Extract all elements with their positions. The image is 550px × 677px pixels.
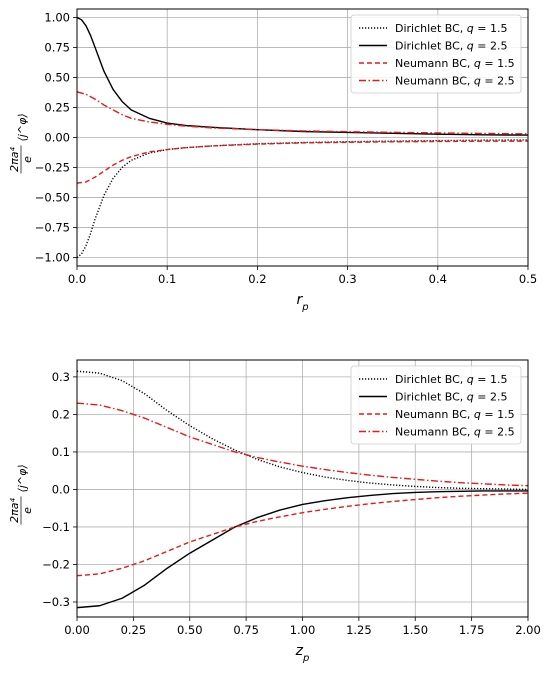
- series-group: [77, 16, 528, 259]
- series-group: [77, 370, 528, 609]
- svg-text:⟨j^φ⟩: ⟨j^φ⟩: [16, 464, 29, 492]
- svg-text:e: e: [21, 156, 34, 163]
- chart-panel-2: 0.00 0.25 0.50 0.75 1.00 1.25 1.50 1.75 2.00 −0.3…: [8, 359, 541, 664]
- x-tick-label: 0.5: [519, 272, 537, 286]
- x-axis-label: zp: [295, 643, 310, 664]
- legend-entry-label: Dirichlet BC, q = 1.5: [395, 373, 508, 386]
- svg-text:⟨j^φ⟩: ⟨j^φ⟩: [16, 113, 29, 141]
- y-tick-label: −0.50: [35, 191, 70, 205]
- x-tick-label: 2.00: [515, 623, 541, 637]
- y-tick-label: 0.0: [52, 482, 70, 496]
- x-tick-label: 0.1: [158, 272, 176, 286]
- y-tick-label: 0.00: [44, 131, 70, 145]
- y-tick-label: 0.2: [52, 407, 70, 421]
- legend: Dirichlet BC, q = 1.5 Dirichlet BC, q = 2…: [350, 14, 522, 94]
- series-line-2: [77, 16, 528, 136]
- legend-entry-label: Neumann BC, q = 2.5: [395, 426, 515, 439]
- y-axis-label: 2πa⁴ e ⟨j^φ⟩: [8, 113, 34, 174]
- chart-panel-1: 0.0 0.1 0.2 0.3 0.4 0.5 −1.00 −0.75 −0.50 −0.25 0.…: [8, 8, 537, 313]
- legend-entry-label: Neumann BC, q = 1.5: [395, 57, 515, 70]
- y-tick-label: −0.75: [35, 221, 70, 235]
- series-line-3: [77, 140, 528, 184]
- x-tick-label: 1.75: [459, 623, 485, 637]
- legend-entry-label: Neumann BC, q = 1.5: [395, 408, 515, 421]
- legend-entry-label: Neumann BC, q = 2.5: [395, 75, 515, 88]
- series-line-2: [77, 490, 528, 609]
- y-tick-label: 0.3: [52, 370, 70, 384]
- x-tick-label: 0.2: [248, 272, 266, 286]
- series-line-1: [77, 139, 528, 259]
- series-line-3: [77, 492, 528, 577]
- x-axis-label: rp: [296, 292, 308, 313]
- axes-frame: [76, 359, 529, 618]
- x-tick-label: 0.3: [338, 272, 356, 286]
- x-tick-label: 1.00: [290, 623, 316, 637]
- svg-text:e: e: [21, 507, 34, 514]
- legend-box: [350, 365, 522, 445]
- legend-box: [350, 14, 522, 94]
- y-tick-label: −0.2: [42, 557, 70, 571]
- y-tick-label: 0.50: [44, 70, 70, 84]
- y-tick-label: 0.1: [52, 445, 70, 459]
- legend-entry-label: Dirichlet BC, q = 2.5: [395, 391, 508, 404]
- series-line-4: [77, 91, 528, 135]
- series-line-1: [77, 370, 528, 491]
- x-tick-label: 0.75: [233, 623, 259, 637]
- y-tick-label: 1.00: [44, 10, 70, 24]
- x-tick-label: 0.25: [121, 623, 147, 637]
- x-tick-label: 0.50: [177, 623, 203, 637]
- y-tick-label: −1.00: [35, 251, 70, 265]
- legend-entry-label: Dirichlet BC, q = 1.5: [395, 22, 508, 35]
- x-tick-label: 0.0: [68, 272, 86, 286]
- y-axis-label: 2πa⁴ e ⟨j^φ⟩: [8, 464, 34, 525]
- svg-text:2πa⁴: 2πa⁴: [8, 147, 21, 172]
- svg-text:2πa⁴: 2πa⁴: [8, 498, 21, 523]
- y-tick-label: −0.1: [42, 520, 70, 534]
- y-tick-label: 0.75: [44, 40, 70, 54]
- x-tick-label: 0.00: [64, 623, 90, 637]
- legend: Dirichlet BC, q = 1.5 Dirichlet BC, q = 2…: [350, 365, 522, 445]
- x-tick-label: 1.50: [402, 623, 428, 637]
- y-tick-label: −0.3: [42, 595, 70, 609]
- series-line-4: [77, 402, 528, 487]
- axes-frame: [76, 8, 529, 267]
- legend-entry-label: Dirichlet BC, q = 2.5: [395, 40, 508, 53]
- y-tick-label: 0.25: [44, 100, 70, 114]
- y-tick-label: −0.25: [35, 161, 70, 175]
- x-tick-label: 1.25: [346, 623, 372, 637]
- x-tick-label: 0.4: [429, 272, 447, 286]
